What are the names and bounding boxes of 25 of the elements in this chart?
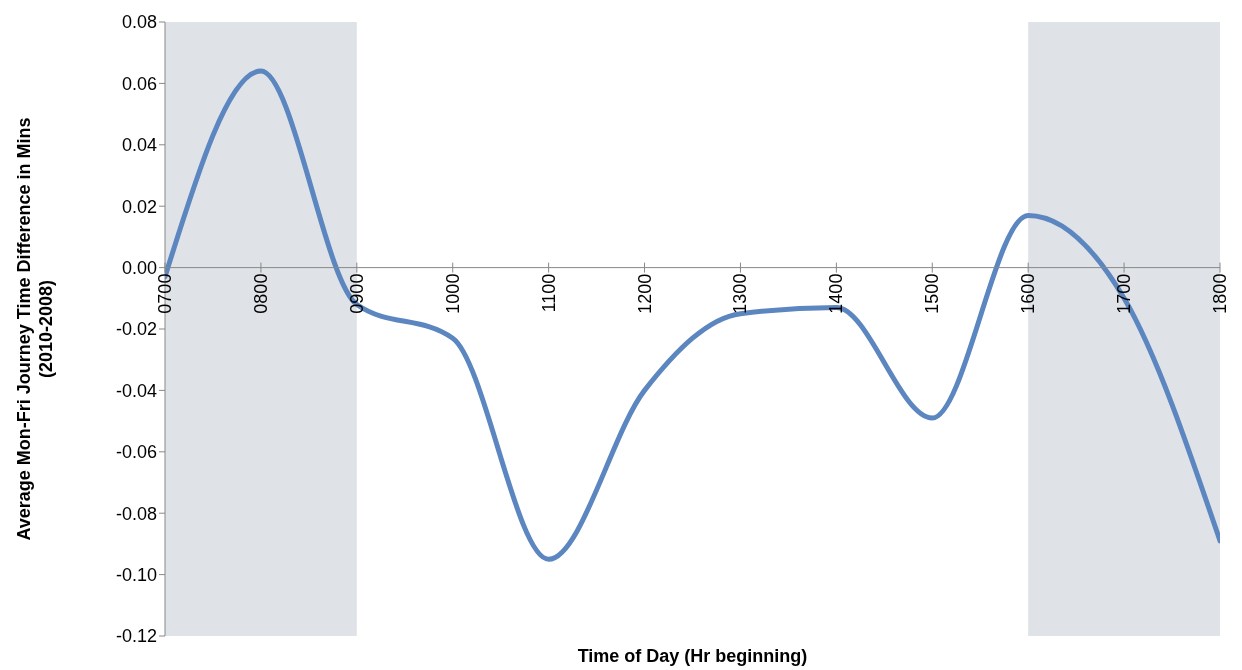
x-tick-label: 1600	[1018, 273, 1039, 314]
y-tick-label: 0.00	[121, 257, 157, 278]
x-tick-label: 1200	[634, 273, 655, 314]
y-tick-label: -0.10	[115, 564, 157, 585]
y-tick-label: -0.02	[115, 319, 157, 340]
x-tick-label: 1400	[826, 273, 847, 314]
x-tick-label: 1700	[1114, 273, 1135, 314]
y-tick-label: -0.06	[115, 442, 157, 463]
y-tick-label: 0.08	[121, 12, 157, 33]
y-tick-label: -0.12	[115, 626, 157, 647]
y-tick-label: -0.04	[115, 380, 157, 401]
y-axis-title: Average Mon-Fri Journey Time Difference in Mins (2010-2008)	[14, 117, 56, 541]
x-tick-label: 1300	[730, 273, 751, 314]
x-tick-label: 1500	[922, 273, 943, 314]
x-tick-label: 0700	[155, 273, 175, 314]
y-tick-label: -0.08	[115, 503, 157, 524]
y-tick-label: 0.04	[121, 135, 157, 156]
y-tick-label: 0.02	[121, 196, 157, 217]
x-tick-label: 1100	[538, 273, 559, 313]
x-tick-label: 0800	[250, 273, 271, 314]
x-axis-title: Time of Day (Hr beginning)	[577, 646, 808, 666]
x-tick-label: 1800	[1210, 273, 1230, 314]
y-tick-label: 0.06	[121, 73, 157, 94]
x-tick-label: 1000	[442, 273, 463, 314]
x-tick-label: 0900	[346, 273, 367, 314]
